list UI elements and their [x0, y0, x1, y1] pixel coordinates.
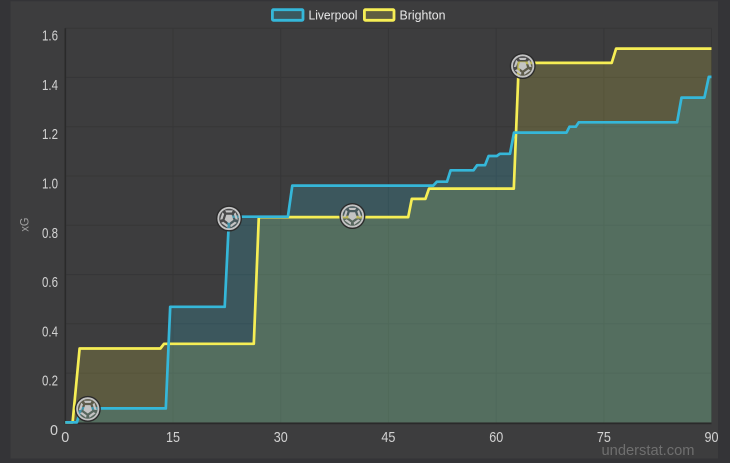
svg-text:0.2: 0.2	[42, 373, 58, 390]
svg-text:0: 0	[50, 422, 58, 439]
svg-text:75: 75	[597, 429, 611, 446]
svg-text:1.6: 1.6	[42, 28, 58, 45]
svg-text:understat.com: understat.com	[602, 443, 695, 459]
svg-text:90: 90	[705, 429, 719, 446]
svg-text:0.6: 0.6	[42, 274, 58, 291]
svg-text:1.4: 1.4	[42, 77, 58, 94]
svg-text:0.4: 0.4	[42, 323, 58, 340]
svg-text:Liverpool: Liverpool	[309, 9, 358, 23]
svg-text:1.2: 1.2	[42, 126, 58, 143]
svg-text:xG: xG	[17, 218, 31, 232]
svg-text:0: 0	[61, 429, 69, 446]
svg-text:15: 15	[166, 429, 180, 446]
svg-text:45: 45	[381, 429, 395, 446]
svg-text:0.8: 0.8	[42, 225, 58, 242]
svg-text:30: 30	[274, 429, 288, 446]
svg-text:60: 60	[489, 429, 503, 446]
svg-text:1.0: 1.0	[42, 176, 58, 193]
svg-text:Brighton: Brighton	[400, 9, 446, 23]
